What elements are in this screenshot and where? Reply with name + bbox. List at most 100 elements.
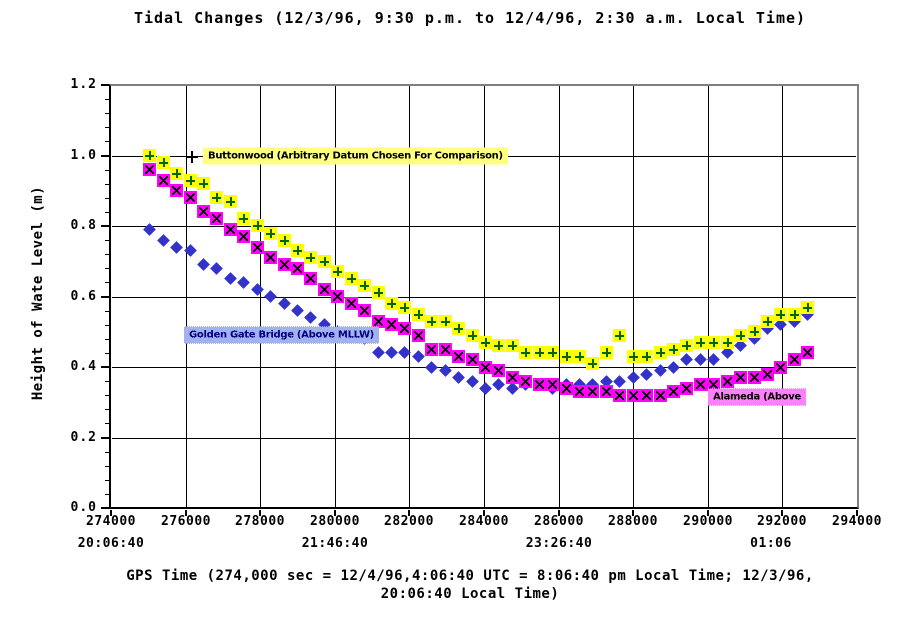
marker-buttonwood — [748, 325, 761, 338]
marker-buttonwood — [680, 339, 693, 352]
marker-alameda — [640, 389, 653, 402]
x-tick-label: 282000 — [384, 514, 434, 529]
x-tick-label: 292000 — [757, 514, 807, 529]
marker-buttonwood — [224, 195, 237, 208]
marker-alameda — [734, 371, 747, 384]
x-tick-label: 278000 — [235, 514, 285, 529]
marker-alameda — [358, 304, 371, 317]
marker-alameda — [278, 258, 291, 271]
marker-alameda — [613, 389, 626, 402]
y-axis-minor-tick — [105, 480, 109, 481]
x-axis-tick — [781, 510, 783, 516]
x-axis-tick — [707, 510, 709, 516]
alameda-label: Alameda (Above — [708, 388, 806, 406]
marker-buttonwood — [439, 315, 452, 328]
x-time-label: 21:46:40 — [301, 536, 369, 551]
marker-buttonwood — [372, 286, 385, 299]
marker-buttonwood — [331, 265, 344, 278]
marker-buttonwood — [237, 212, 250, 225]
x-axis-tick — [558, 510, 560, 516]
marker-buttonwood — [613, 329, 626, 342]
marker-alameda — [573, 385, 586, 398]
marker-buttonwood — [479, 336, 492, 349]
marker-buttonwood — [774, 308, 787, 321]
y-tick-label: 1.2 — [70, 77, 97, 92]
marker-buttonwood — [627, 350, 640, 363]
gridline-horizontal — [112, 226, 856, 227]
marker-alameda — [560, 382, 573, 395]
golden-gate-label: Golden Gate Bridge (Above MLLW) — [184, 326, 379, 344]
y-axis-tick — [101, 366, 109, 368]
y-axis-minor-tick — [105, 141, 109, 142]
marker-buttonwood — [184, 174, 197, 187]
marker-buttonwood — [546, 346, 559, 359]
marker-buttonwood — [801, 301, 814, 314]
gridline-vertical — [633, 86, 634, 507]
y-axis-tick — [101, 225, 109, 227]
marker-alameda — [385, 318, 398, 331]
y-axis-minor-tick — [105, 311, 109, 312]
marker-buttonwood — [707, 336, 720, 349]
y-axis-tick — [101, 84, 109, 86]
marker-buttonwood — [667, 343, 680, 356]
marker-buttonwood — [506, 339, 519, 352]
marker-alameda — [197, 205, 210, 218]
marker-alameda — [761, 368, 774, 381]
marker-buttonwood — [291, 244, 304, 257]
y-axis-minor-tick — [105, 268, 109, 269]
y-axis-minor-tick — [105, 325, 109, 326]
x-axis-title-line2: 20:06:40 Local Time) — [380, 586, 560, 602]
marker-buttonwood — [251, 219, 264, 232]
marker-buttonwood — [143, 149, 156, 162]
x-axis-tick — [632, 510, 634, 516]
marker-alameda — [519, 375, 532, 388]
chart-title: Tidal Changes (12/3/96, 9:30 p.m. to 12/… — [133, 9, 807, 27]
marker-buttonwood — [452, 322, 465, 335]
y-axis-minor-tick — [105, 254, 109, 255]
marker-alameda — [372, 315, 385, 328]
buttonwood-label: Buttonwood (Arbitrary Datum Chosen For C… — [203, 147, 508, 165]
y-axis-minor-tick — [105, 212, 109, 213]
x-axis-title-line1: GPS Time (274,000 sec = 12/4/96,4:06:40 … — [126, 568, 814, 584]
marker-alameda — [680, 382, 693, 395]
x-tick-label: 274000 — [86, 514, 136, 529]
y-axis-minor-tick — [105, 381, 109, 382]
marker-alameda — [425, 343, 438, 356]
marker-buttonwood — [640, 350, 653, 363]
marker-buttonwood — [358, 279, 371, 292]
y-axis-minor-tick — [105, 339, 109, 340]
marker-alameda — [654, 389, 667, 402]
marker-buttonwood — [761, 315, 774, 328]
x-time-label: 23:26:40 — [525, 536, 593, 551]
y-axis-minor-tick — [105, 184, 109, 185]
marker-buttonwood — [304, 251, 317, 264]
x-tick-label: 284000 — [459, 514, 509, 529]
marker-alameda — [492, 364, 505, 377]
gridline-horizontal — [112, 438, 856, 439]
marker-buttonwood — [398, 301, 411, 314]
marker-alameda — [707, 378, 720, 391]
marker-alameda — [600, 385, 613, 398]
marker-buttonwood — [573, 350, 586, 363]
y-axis-tick — [101, 296, 109, 298]
y-tick-label: 0.0 — [70, 500, 97, 515]
marker-alameda — [224, 223, 237, 236]
y-axis-title: Height of Wate Level (m) — [30, 185, 46, 401]
y-axis-minor-tick — [105, 466, 109, 467]
marker-alameda — [452, 350, 465, 363]
x-tick-label: 286000 — [534, 514, 584, 529]
y-axis-minor-tick — [105, 170, 109, 171]
marker-buttonwood — [721, 336, 734, 349]
gridline-vertical — [260, 86, 261, 507]
marker-buttonwood — [466, 329, 479, 342]
x-tick-label: 280000 — [310, 514, 360, 529]
y-axis-tick — [101, 507, 109, 509]
x-axis-tick — [185, 510, 187, 516]
y-axis-minor-tick — [105, 423, 109, 424]
y-axis-minor-tick — [105, 282, 109, 283]
marker-buttonwood — [788, 308, 801, 321]
y-tick-label: 0.4 — [70, 359, 97, 374]
x-axis-tick — [408, 510, 410, 516]
marker-alameda — [546, 378, 559, 391]
